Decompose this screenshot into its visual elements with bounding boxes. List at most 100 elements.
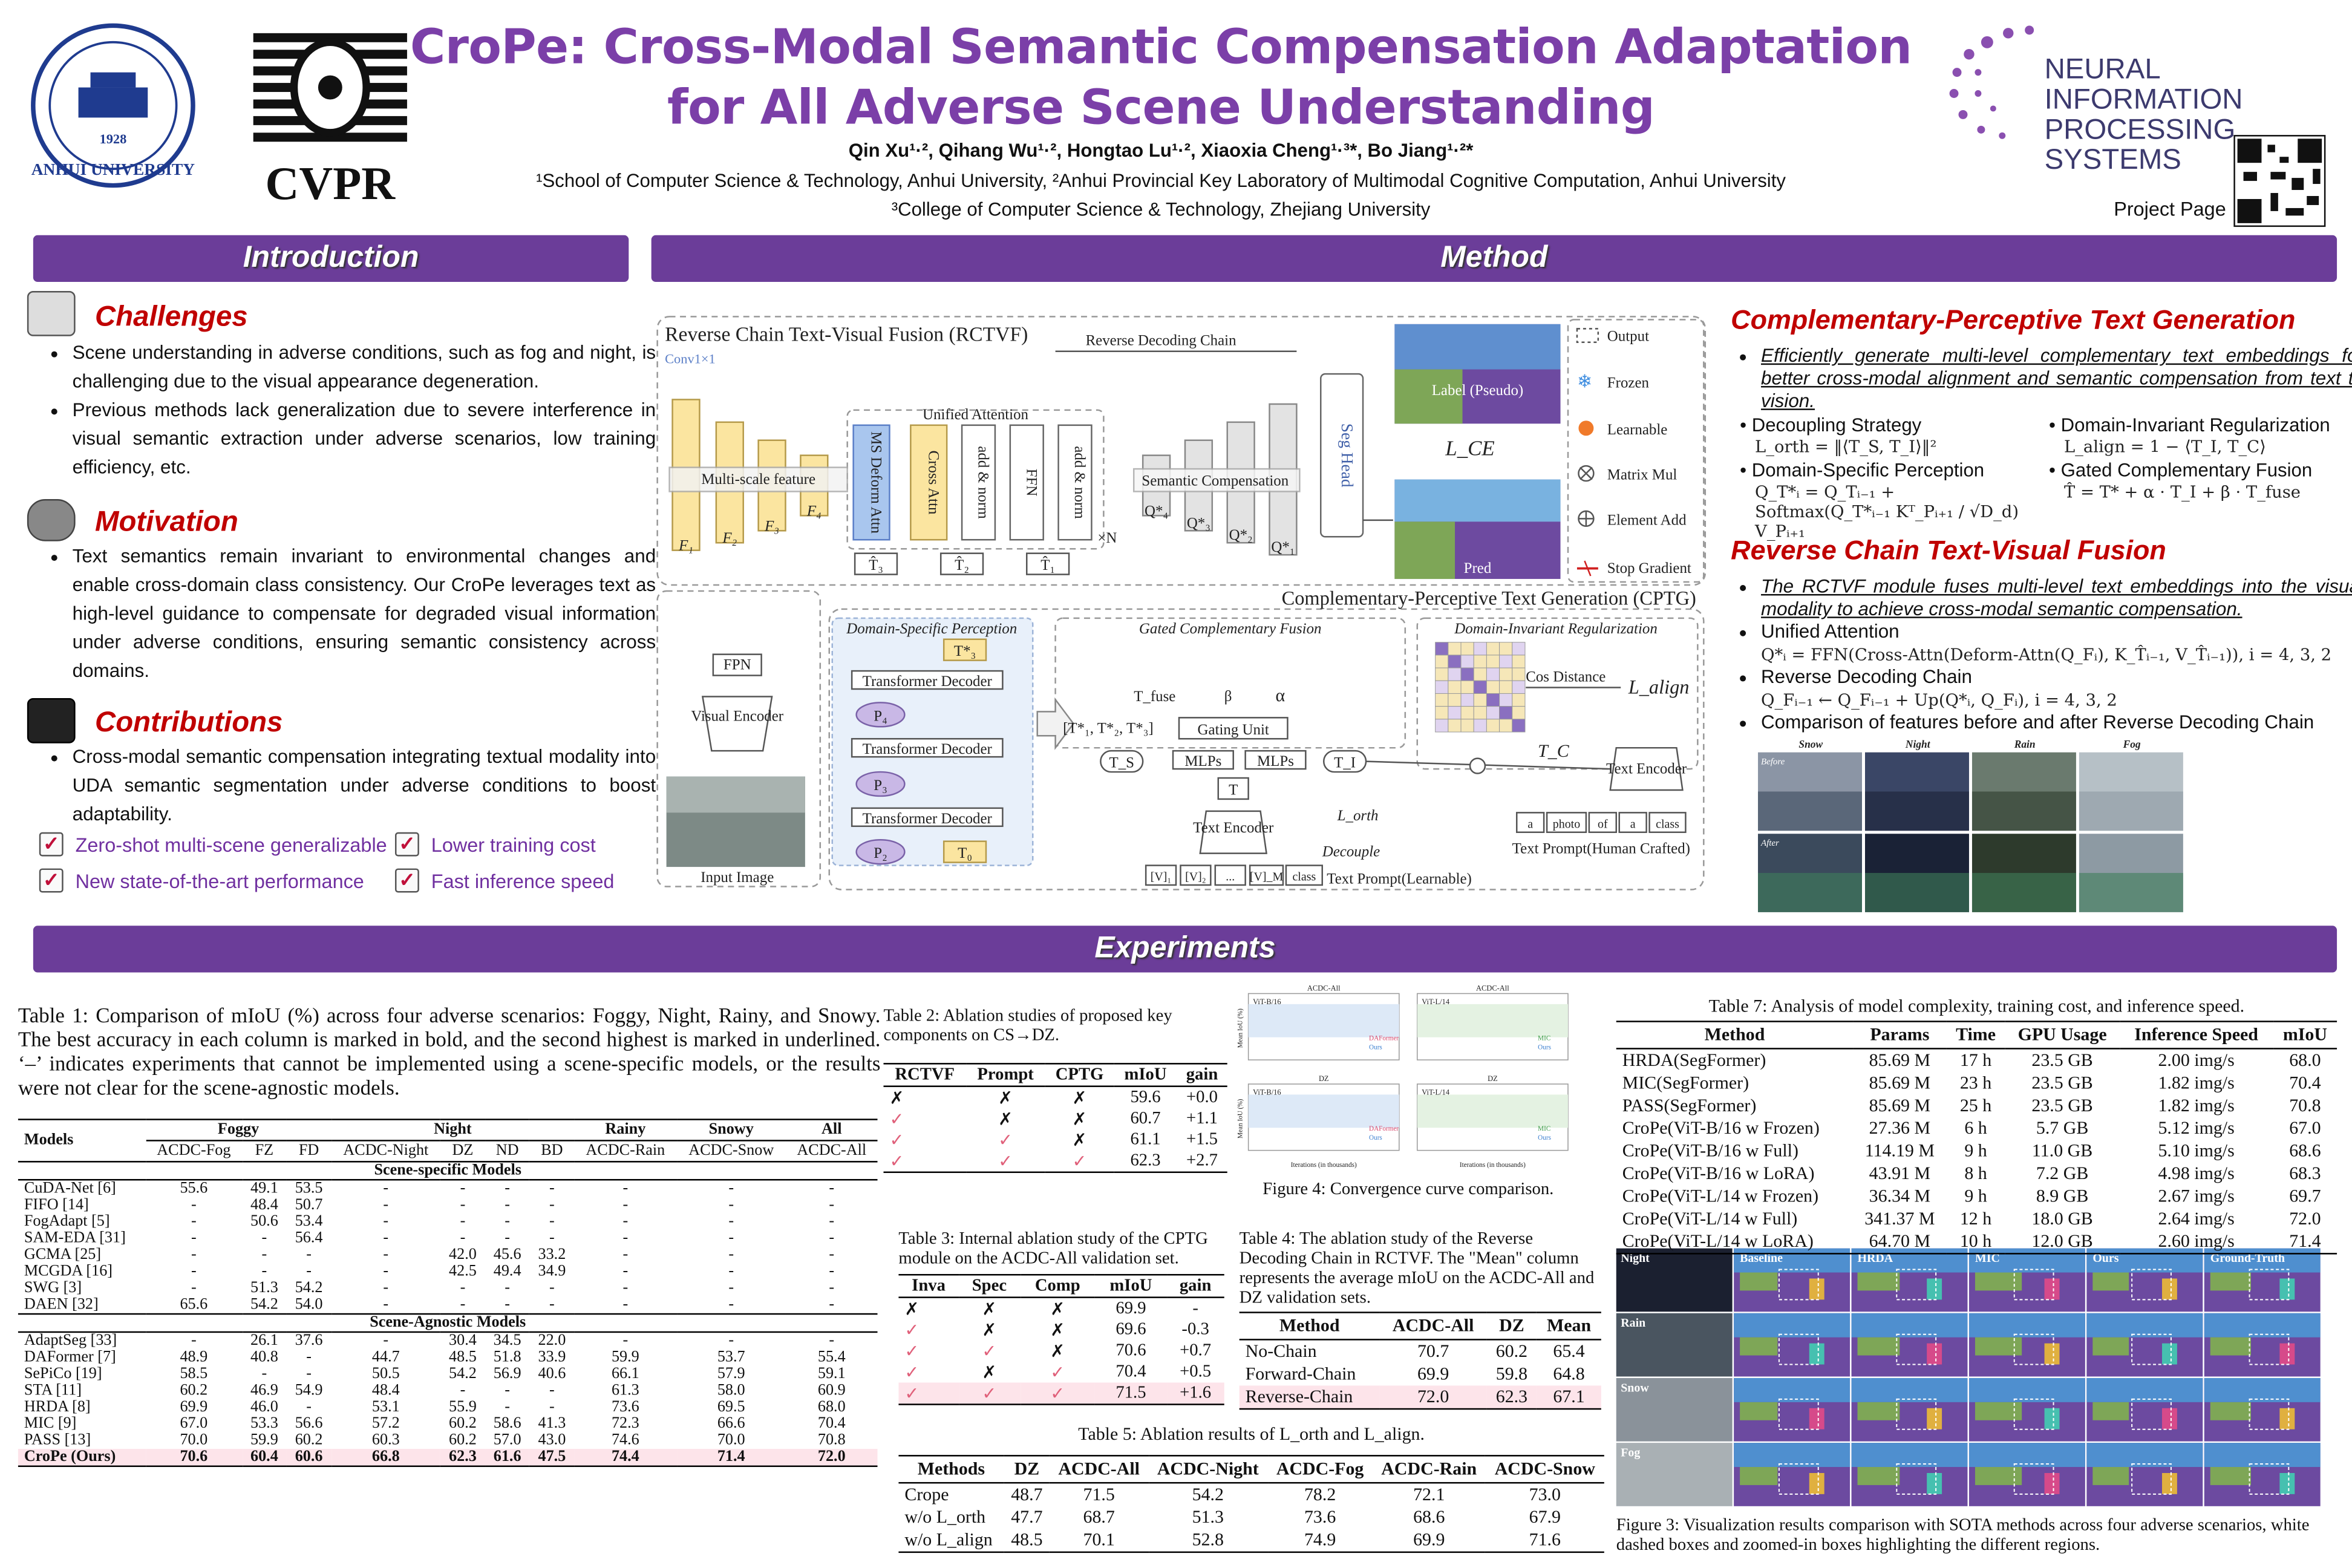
- project-page-label[interactable]: Project Page: [2114, 197, 2226, 220]
- table-cell: ✓: [1045, 1150, 1114, 1173]
- column-header: RCTVF: [883, 1063, 966, 1087]
- table-cell: PASS [13]: [24, 1432, 91, 1449]
- table-cell: -: [829, 1279, 835, 1297]
- table-cell: 60.2: [1495, 1340, 1528, 1362]
- table-cell: 61.1: [1130, 1131, 1161, 1149]
- column-header: ACDC-Snow: [676, 1140, 786, 1163]
- table-cell: 25 h: [1959, 1094, 1992, 1116]
- subheading: Reverse Chain Text-Visual Fusion: [1731, 535, 2166, 566]
- diagram-label: T: [1229, 782, 1238, 798]
- highlight-box: [2131, 1398, 2172, 1430]
- table-cell: -: [191, 1247, 197, 1264]
- caption: Table 2: Ablation studies of proposed ke…: [883, 1007, 1172, 1045]
- table-row: Reverse-Chain 72.0 62.3 67.1: [1239, 1385, 1601, 1410]
- legend-label: Frozen: [1607, 375, 1650, 391]
- table-cell: 62.3: [1114, 1150, 1177, 1173]
- matrix-cell: [1460, 642, 1474, 656]
- diagram-label: Unified Attention: [923, 407, 1029, 423]
- column-header: ACDC-Night: [331, 1140, 441, 1163]
- table-cell: -: [383, 1333, 389, 1350]
- diagram-label: T̂₁: [1040, 556, 1055, 573]
- table-cell: 4.98 img/s: [2158, 1162, 2235, 1184]
- column-label: MIC: [1975, 1252, 2000, 1265]
- matrix-cell: [1512, 706, 1526, 720]
- matrix-cell: [1460, 667, 1474, 681]
- segmentation-region: [1740, 1337, 1778, 1356]
- segmentation-region: [1968, 1443, 2085, 1468]
- column-header: ACDC-Rain: [1372, 1455, 1486, 1484]
- table-cell: -: [829, 1230, 835, 1247]
- table-cell: SAM-EDA [31]: [24, 1230, 126, 1247]
- feature-image-overlay: [1864, 791, 1969, 831]
- table-cell: -: [829, 1296, 835, 1313]
- diagram-label: Cross Attn: [925, 451, 941, 515]
- table-cell: 66.1: [611, 1366, 639, 1383]
- segmentation-region: [2204, 1443, 2321, 1468]
- table-cell: 46.0: [250, 1399, 278, 1416]
- column-header: ACDC-Snow: [1485, 1455, 1604, 1484]
- row-label: Rain: [1621, 1316, 1645, 1330]
- table-cell: 72.0: [1379, 1385, 1487, 1410]
- column-header: BD: [529, 1140, 575, 1163]
- table-cell: ✗: [982, 1301, 997, 1319]
- feature-image-overlay: [1864, 873, 1969, 912]
- column-header: FD: [286, 1140, 332, 1163]
- table-cell: CroPe(ViT-B/16 w Full): [1622, 1140, 1798, 1161]
- table-cell: 48.7: [1011, 1483, 1043, 1505]
- diagram-label: a: [1630, 817, 1636, 831]
- item-name: Reverse Decoding Chain: [1761, 666, 1972, 688]
- matrix-cell: [1435, 680, 1449, 694]
- table-cell: 58.0: [717, 1382, 745, 1399]
- table-cell: HRDA [8]: [24, 1399, 91, 1416]
- table-cell: -: [261, 1247, 267, 1264]
- table-cell: 2.67 img/s: [2158, 1184, 2235, 1206]
- table-cell: 70.8: [817, 1432, 846, 1449]
- legend-icon: ❄: [1577, 372, 1592, 392]
- table-cell: -: [549, 1279, 555, 1297]
- table-cell: w/o L_align: [898, 1529, 1004, 1553]
- highlight-box: [2013, 1333, 2054, 1365]
- table-cell: ✗: [1050, 1322, 1065, 1341]
- table-cell: 1.82 img/s: [2158, 1094, 2235, 1116]
- neurips-text: NEURAL INFORMATION: [2044, 54, 2243, 116]
- diagram-label: Pred: [1464, 560, 1492, 577]
- table-cell: -: [728, 1197, 734, 1214]
- table-cell: ✗: [1050, 1343, 1065, 1362]
- table-cell: 37.6: [295, 1333, 323, 1350]
- table-cell: 60.9: [817, 1382, 846, 1399]
- table-2: RCTVF Prompt CPTG mIoU gain ✗ ✗ ✗ 59.6 +0.0 ✓ ✗ ✗ 60.…: [883, 1063, 1227, 1173]
- column-header: mIoU: [1095, 1273, 1167, 1298]
- diagram-label: L_CE: [1445, 437, 1494, 460]
- diagram-label: [V]₂: [1185, 871, 1206, 884]
- group-header: All: [786, 1119, 878, 1142]
- table-row: DAFormer [7] 48.9 40.8 - 44.7 48.5 51.8 33.9 59.…: [18, 1350, 878, 1366]
- diagram-label: F₁: [678, 538, 693, 554]
- table-cell: -: [306, 1247, 312, 1264]
- column-header: Method: [1239, 1312, 1380, 1341]
- row-label: Snow: [1621, 1381, 1649, 1394]
- table-row: Forward-Chain 69.9 59.8 64.8: [1240, 1363, 1601, 1385]
- table-row: GCMA [25] - - - - 42.0 45.6 33.2 - - -: [18, 1247, 878, 1263]
- bullet: Scene understanding in adverse condition…: [73, 339, 656, 397]
- table-cell: -: [728, 1279, 734, 1297]
- matrix-cell: [1499, 655, 1513, 668]
- scene-image: [1616, 1313, 1733, 1377]
- column-header: ACDC-Fog: [145, 1140, 243, 1163]
- matrix-cell: [1486, 642, 1500, 656]
- diagram-label: Reverse Decoding Chain: [1086, 333, 1237, 349]
- table-cell: 64.8: [1553, 1363, 1585, 1384]
- diagram-label: Gated Complementary Fusion: [1139, 621, 1322, 637]
- table-cell: -: [383, 1214, 389, 1230]
- table-cell: +2.7: [1177, 1150, 1227, 1173]
- table-cell: 70.0: [717, 1432, 745, 1449]
- bullet: Cross-modal semantic compensation integr…: [73, 743, 656, 829]
- column-header: Time: [1946, 1021, 2005, 1050]
- legend-label: DAFormer: [1369, 1125, 1399, 1132]
- matrix-cell: [1473, 667, 1487, 681]
- table-cell: 54.2: [1192, 1483, 1224, 1505]
- segmentation-region: [1740, 1272, 1778, 1291]
- table-cell: 42.5: [449, 1263, 477, 1280]
- table-cell: 73.0: [1529, 1483, 1561, 1505]
